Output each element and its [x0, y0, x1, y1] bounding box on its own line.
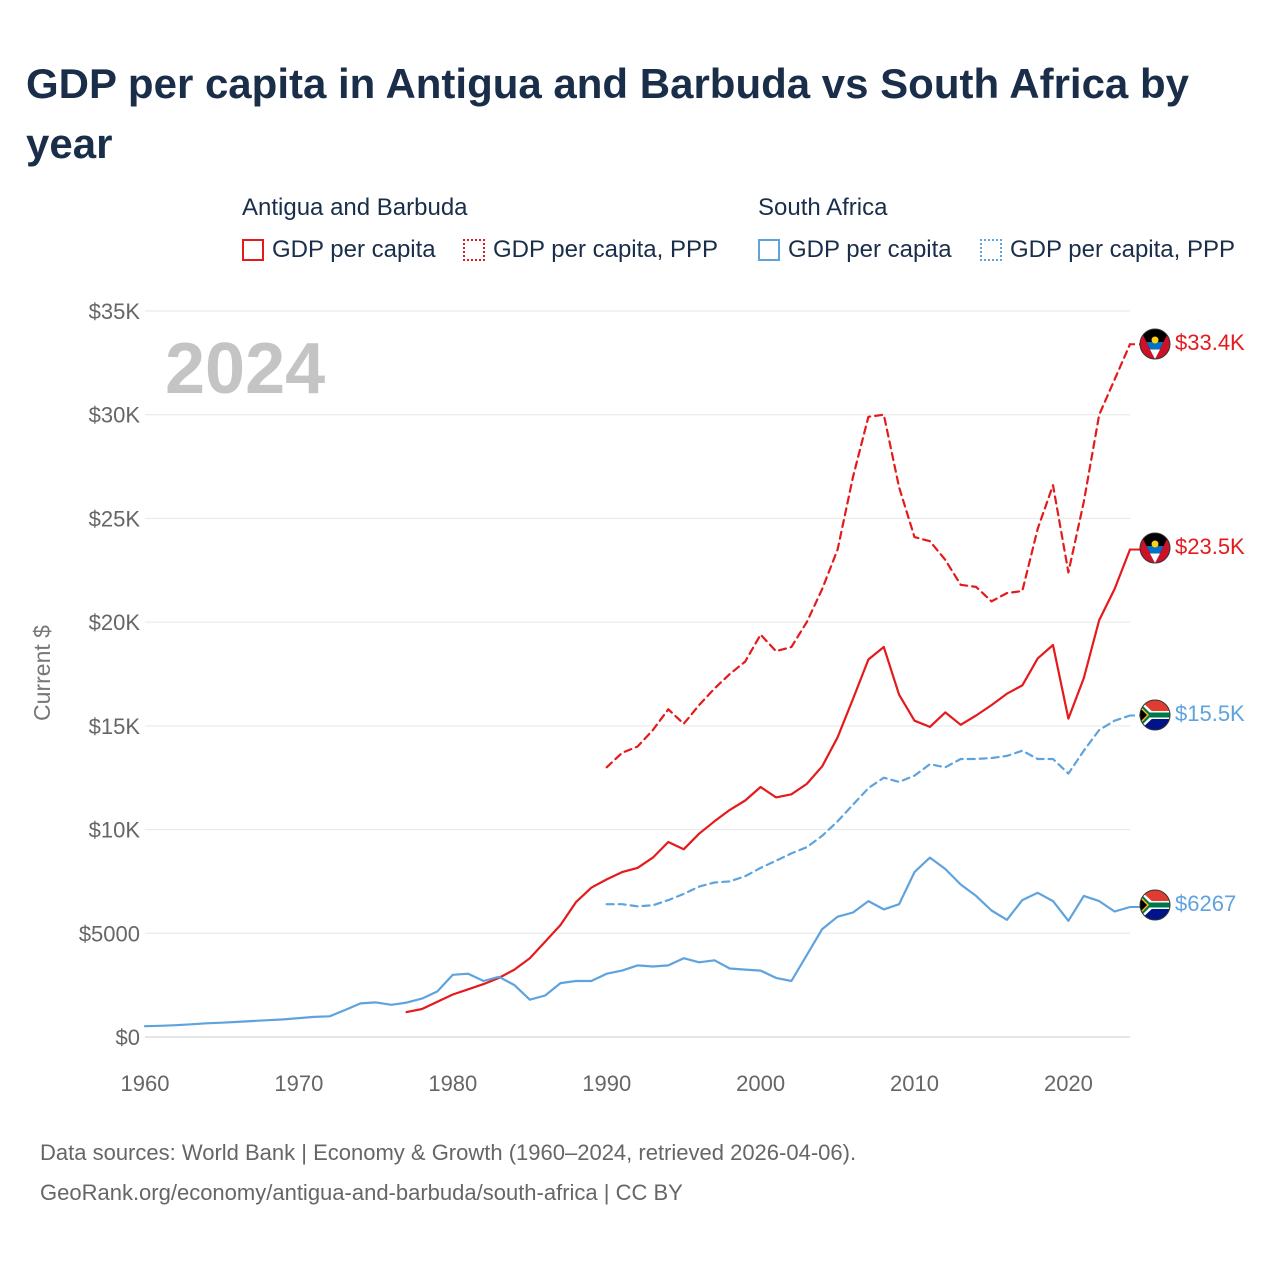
chart-title: GDP per capita in Antigua and Barbuda vs…	[26, 60, 1189, 167]
legend-item-south-africa-gdp-ppp[interactable]: GDP per capita, PPP	[980, 234, 1235, 266]
x-tick-label: 1990	[582, 1071, 631, 1096]
south-africa-flag-icon	[1140, 700, 1170, 730]
legend-swatch-south-africa-gdp	[758, 239, 780, 261]
legend-item-south-africa-gdp[interactable]: GDP per capita	[758, 234, 952, 266]
legend-group-antigua: Antigua and Barbuda	[242, 194, 468, 221]
y-tick-label: $15K	[89, 714, 141, 739]
x-tick-label: 1960	[121, 1071, 170, 1096]
y-tick-label: $25K	[89, 506, 141, 531]
legend-swatch-antigua-gdp-ppp	[463, 239, 485, 261]
legend-swatch-south-africa-gdp-ppp	[980, 239, 1002, 261]
legend-label-antigua-gdp-ppp: GDP per capita, PPP	[493, 236, 718, 263]
y-tick-label: $35K	[89, 299, 141, 324]
end-label-antigua-gdp: $23.5K	[1175, 534, 1245, 559]
grid-lines	[145, 310, 1130, 934]
y-axis-ticks: $0 $5000 $10K $15K $20K $25K $30K $35K	[79, 299, 141, 1050]
antigua-and-barbuda-flag-icon	[1140, 329, 1170, 359]
end-label-south-africa-gdp-ppp: $15.5K	[1175, 701, 1245, 726]
legend-group-south-africa: South Africa	[758, 194, 888, 221]
y-tick-label: $30K	[89, 403, 141, 428]
x-tick-label: 1980	[428, 1071, 477, 1096]
y-tick-label: $10K	[89, 818, 141, 843]
y-tick-label: $5000	[79, 921, 140, 946]
antigua-and-barbuda-flag-icon	[1140, 533, 1170, 563]
legend-item-antigua-gdp[interactable]: GDP per capita	[242, 234, 436, 266]
y-axis-title: Current $	[29, 625, 55, 721]
end-label-south-africa-gdp: $6267	[1175, 891, 1236, 916]
series-line-0	[605, 343, 1132, 769]
line-chart: $0 $5000 $10K $15K $20K $25K $30K $35K 1960 1970…	[29, 299, 1245, 1096]
legend-item-antigua-gdp-ppp[interactable]: GDP per capita, PPP	[463, 234, 718, 266]
y-tick-label: $20K	[89, 610, 141, 635]
legend-label-south-africa-gdp-ppp: GDP per capita, PPP	[1010, 236, 1235, 263]
x-axis-ticks: 1960 1970 1980 1990 2000 2010 2020	[121, 1071, 1093, 1096]
x-tick-label: 2010	[890, 1071, 939, 1096]
x-tick-label: 2020	[1044, 1071, 1093, 1096]
x-tick-label: 1970	[274, 1071, 323, 1096]
x-tick-label: 2000	[736, 1071, 785, 1096]
series-line-1	[405, 548, 1132, 1014]
south-africa-flag-icon	[1140, 890, 1170, 920]
y-tick-label: $0	[116, 1025, 140, 1050]
footer-link[interactable]: GeoRank.org/economy/antigua-and-barbuda/…	[40, 1180, 683, 1205]
series-line-2	[605, 714, 1132, 908]
series-lines	[143, 343, 1140, 1028]
footer-sources: Data sources: World Bank | Economy & Gro…	[40, 1140, 857, 1165]
year-label: 2024	[165, 329, 325, 409]
series-line-3	[143, 856, 1132, 1028]
end-label-antigua-gdp-ppp: $33.4K	[1175, 330, 1245, 355]
legend-label-south-africa-gdp: GDP per capita	[788, 236, 952, 263]
legend-swatch-antigua-gdp	[242, 239, 264, 261]
legend-label-antigua-gdp: GDP per capita	[272, 236, 436, 263]
